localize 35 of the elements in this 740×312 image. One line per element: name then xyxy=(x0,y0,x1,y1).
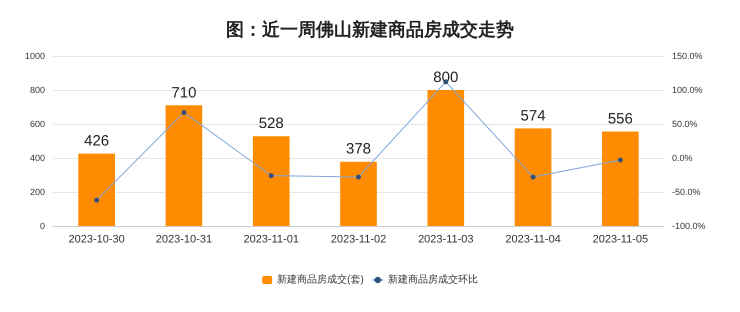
y2-tick-label: -50.0% xyxy=(672,187,701,197)
legend-label: 新建商品房成交环比 xyxy=(388,274,478,286)
data-label: 556 xyxy=(608,110,633,128)
x-tick-label: 2023-11-03 xyxy=(418,234,474,246)
y2-tick-label: 0.0% xyxy=(672,153,693,163)
bar xyxy=(602,131,639,226)
y2-tick-label: 100.0% xyxy=(672,85,703,95)
data-label: 426 xyxy=(84,132,110,150)
legend-label: 新建商品房成交(套) xyxy=(277,274,364,286)
x-tick-label: 2023-11-01 xyxy=(243,234,299,246)
bar xyxy=(166,105,202,226)
chart-title: 图：近一周佛山新建商品房成交走势 xyxy=(226,20,514,40)
bar xyxy=(78,154,115,226)
y-tick-label: 800 xyxy=(30,85,45,95)
bar xyxy=(427,90,464,226)
x-tick-label: 2023-11-05 xyxy=(592,234,648,246)
bar xyxy=(252,136,290,226)
y-tick-label: 0 xyxy=(40,221,45,231)
data-label: 710 xyxy=(171,84,196,102)
data-label: 378 xyxy=(346,140,372,158)
x-tick-label: 2023-11-04 xyxy=(505,234,561,246)
y-tick-label: 200 xyxy=(30,187,45,197)
y2-tick-label: -100.0% xyxy=(672,221,706,231)
x-tick-label: 2023-11-02 xyxy=(330,234,386,246)
bar xyxy=(514,128,552,226)
x-tick-label: 2023-10-31 xyxy=(156,234,212,246)
y-tick-label: 400 xyxy=(30,153,45,163)
y-tick-label: 600 xyxy=(30,119,45,129)
y-tick-label: 1000 xyxy=(24,51,45,61)
data-label: 528 xyxy=(258,115,284,132)
y2-tick-label: 50.0% xyxy=(672,119,698,129)
bar xyxy=(340,162,377,226)
x-tick-label: 2023-10-30 xyxy=(68,234,125,246)
y2-tick-label: 150.0% xyxy=(672,51,703,61)
data-label: 574 xyxy=(520,107,546,124)
